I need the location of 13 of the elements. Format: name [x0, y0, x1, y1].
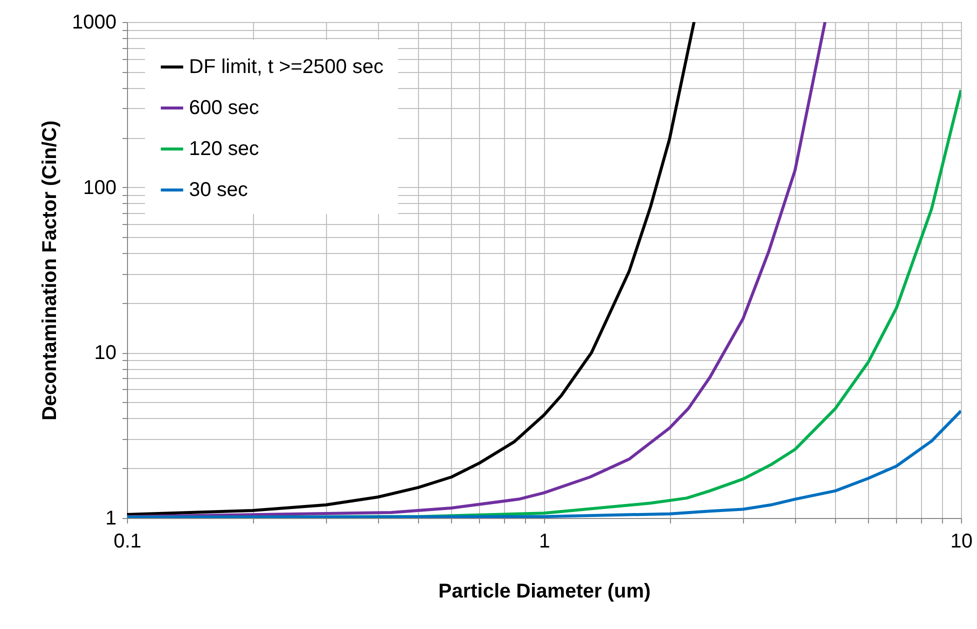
x-axis-title: Particle Diameter (um): [438, 580, 651, 602]
legend-label: 120 sec: [189, 138, 260, 160]
legend-label: 30 sec: [189, 179, 248, 201]
y-tick-label: 100: [83, 176, 116, 199]
legend-label: DF limit, t >=2500 sec: [189, 56, 384, 78]
y-tick-label: 1: [105, 508, 116, 530]
x-tick-label: 0.1: [114, 530, 142, 552]
y-tick-label: 1000: [72, 12, 116, 34]
y-axis-title: Decontamination Factor (Cin/C): [39, 120, 62, 421]
y-tick-label: 10: [94, 342, 116, 364]
x-tick-label: 10: [950, 530, 973, 552]
legend-label: 600 sec: [189, 97, 260, 119]
x-tick-label: 1: [538, 530, 550, 552]
